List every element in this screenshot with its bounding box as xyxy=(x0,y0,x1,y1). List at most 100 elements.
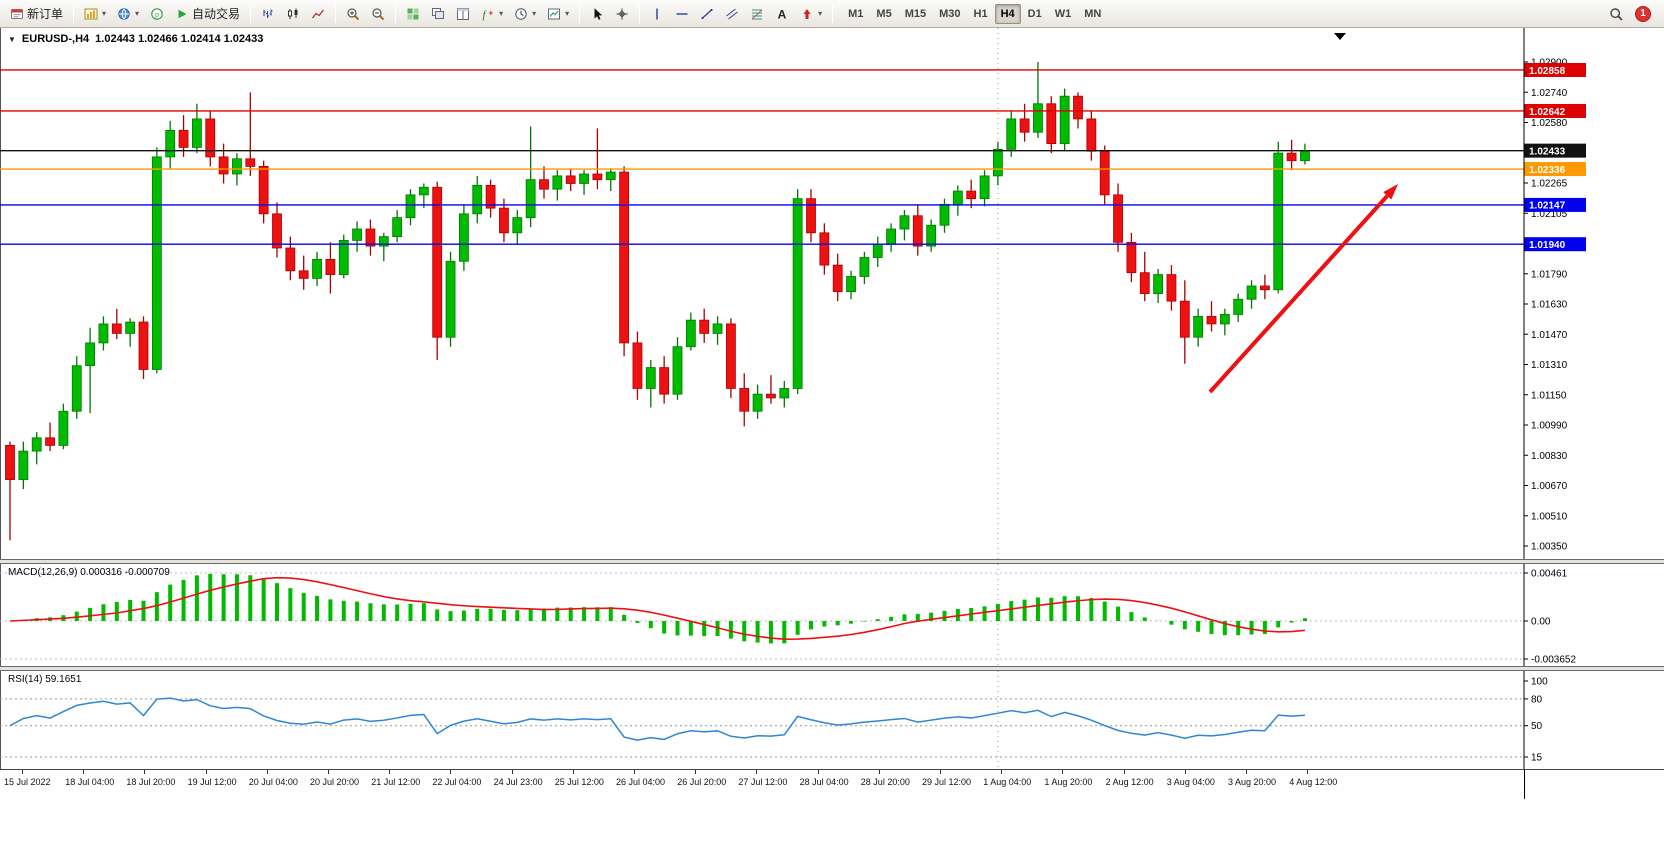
toolbar: 新订单 ▾ ▾ p 自动交易 f + ▾ ▾ ▾ A ▾ M1 M5 M15 M30 H1 H4 D1 W1 MN 1 xyxy=(0,0,1664,28)
time-label: 26 Jul 20:00 xyxy=(677,777,727,787)
trendline-button[interactable] xyxy=(695,3,719,25)
clock-icon xyxy=(514,7,528,21)
time-tick xyxy=(1246,770,1247,774)
search-icon xyxy=(1609,7,1623,21)
candle-body xyxy=(1006,118,1017,150)
candle-body xyxy=(191,118,202,148)
cursor-icon xyxy=(590,7,604,21)
auto-trading-button[interactable]: 自动交易 xyxy=(170,3,245,25)
candlestick-chart-button[interactable] xyxy=(281,3,305,25)
timeframe-m30[interactable]: M30 xyxy=(939,7,961,20)
text-label-button[interactable]: A xyxy=(770,3,794,25)
zoom-in-button[interactable] xyxy=(341,3,365,25)
chart-shift-marker[interactable] xyxy=(1334,33,1346,40)
bar-chart-button[interactable] xyxy=(256,3,280,25)
timeframe-h4[interactable]: H4 xyxy=(994,3,1021,24)
zoom-out-button[interactable] xyxy=(366,3,390,25)
candle-body xyxy=(1086,118,1097,152)
price-tag xyxy=(1524,162,1586,177)
periods-button[interactable]: ▾ xyxy=(509,3,541,25)
rsi-pane[interactable]: 100 80 50 15 xyxy=(0,671,1664,769)
timeframe-m5[interactable]: M5 xyxy=(876,7,892,20)
auto-trading-icon xyxy=(175,7,189,21)
candle-body xyxy=(632,342,643,389)
timeframe-w1[interactable]: W1 xyxy=(1054,7,1072,20)
timeframe-m1[interactable]: M1 xyxy=(848,7,864,20)
dropdown-caret-icon[interactable]: ▾ xyxy=(532,9,537,18)
macd-pane-splitter[interactable] xyxy=(0,559,1664,564)
candle-body xyxy=(499,207,509,234)
dropdown-caret-icon[interactable]: ▾ xyxy=(102,9,107,18)
cascade-windows-button[interactable] xyxy=(426,3,450,25)
new-chart-button[interactable]: ▾ xyxy=(79,3,111,25)
candle-body xyxy=(272,213,282,249)
chart-menu-icon[interactable]: ▼ xyxy=(8,34,16,44)
mql-community-button[interactable]: p xyxy=(145,3,169,25)
candle-body xyxy=(1073,95,1083,120)
notification-badge[interactable]: 1 xyxy=(1635,5,1651,22)
main-chart-pane[interactable]: 1.029001.027401.025801.024201.022651.021… xyxy=(0,28,1664,559)
rsi-pane-splitter[interactable] xyxy=(0,666,1664,671)
tile-vertical-button[interactable] xyxy=(451,3,475,25)
dropdown-caret-icon[interactable]: ▾ xyxy=(818,9,823,18)
indicators-button[interactable]: f + ▾ xyxy=(476,3,508,25)
timeframe-d1[interactable]: D1 xyxy=(1027,7,1042,20)
tile-windows-button[interactable] xyxy=(401,3,425,25)
toolbar-separator xyxy=(250,4,252,23)
horizontal-line-button[interactable] xyxy=(670,3,694,25)
new-order-button-label: 新订单 xyxy=(27,7,64,21)
profiles-button[interactable]: ▾ xyxy=(112,3,144,25)
candle-body xyxy=(1166,274,1177,302)
time-label: 20 Jul 20:00 xyxy=(310,777,360,787)
fibonacci-button[interactable] xyxy=(745,3,769,25)
candles-layer xyxy=(5,62,1310,541)
timeframe-h1[interactable]: H1 xyxy=(973,7,988,20)
price-tag xyxy=(1524,197,1586,212)
arrows-button[interactable]: ▾ xyxy=(795,3,827,25)
svg-text:1.00990: 1.00990 xyxy=(1531,421,1568,432)
time-label: 21 Jul 12:00 xyxy=(371,777,421,787)
candle-body xyxy=(392,217,403,238)
new-order-button[interactable]: 新订单 xyxy=(5,3,68,25)
search-button[interactable] xyxy=(1604,3,1628,25)
line-chart-button[interactable] xyxy=(306,3,330,25)
crosshair-button[interactable] xyxy=(610,3,634,25)
trend-arrow-annotation[interactable] xyxy=(1208,184,1398,394)
macd-pane[interactable]: 0.00461 0.00 -0.003652 xyxy=(0,564,1664,666)
candle-body xyxy=(939,203,950,226)
time-tick xyxy=(144,770,146,774)
dropdown-caret-icon[interactable]: ▾ xyxy=(565,9,570,18)
trendline-icon xyxy=(700,7,714,21)
vertical-line-button[interactable] xyxy=(645,3,669,25)
candle-body xyxy=(739,388,750,412)
time-label: 24 Jul 23:00 xyxy=(493,777,543,787)
svg-text:+: + xyxy=(489,8,494,17)
template-icon xyxy=(547,7,561,21)
candle-body xyxy=(378,236,389,247)
candle-body xyxy=(1260,285,1270,291)
candle-body xyxy=(1126,241,1137,274)
rsi-line xyxy=(9,697,1306,741)
templates-button[interactable]: ▾ xyxy=(542,3,574,25)
equidistant-channel-button[interactable] xyxy=(720,3,744,25)
svg-text:1.01310: 1.01310 xyxy=(1531,360,1568,371)
candle-body xyxy=(218,156,229,175)
dropdown-caret-icon[interactable]: ▾ xyxy=(499,9,504,18)
dropdown-caret-icon[interactable]: ▾ xyxy=(135,9,140,18)
candle-body xyxy=(45,437,55,446)
time-tick xyxy=(572,770,574,774)
macd-signal-line xyxy=(9,576,1306,640)
macd-indicator-label: MACD(12,26,9) 0.000316 -0.000709 xyxy=(8,567,170,578)
timeframe-m15[interactable]: M15 xyxy=(904,7,927,20)
candle-body xyxy=(525,179,536,219)
candle-body xyxy=(445,260,456,338)
time-axis[interactable]: 15 Jul 2022 18 Jul 04:00 18 Jul 20:00 19 Ju… xyxy=(0,769,1664,799)
timeframe-mn[interactable]: MN xyxy=(1084,7,1102,20)
tile-windows-icon xyxy=(406,7,420,21)
auto-trading-button-label: 自动交易 xyxy=(192,7,241,21)
svg-text:1.02858: 1.02858 xyxy=(1529,66,1566,77)
cursor-button[interactable] xyxy=(585,3,609,25)
price-axis[interactable]: 1.029001.027401.025801.024201.022651.021… xyxy=(1524,58,1568,553)
candle-body xyxy=(312,258,322,279)
time-label: 28 Jul 04:00 xyxy=(799,777,849,787)
